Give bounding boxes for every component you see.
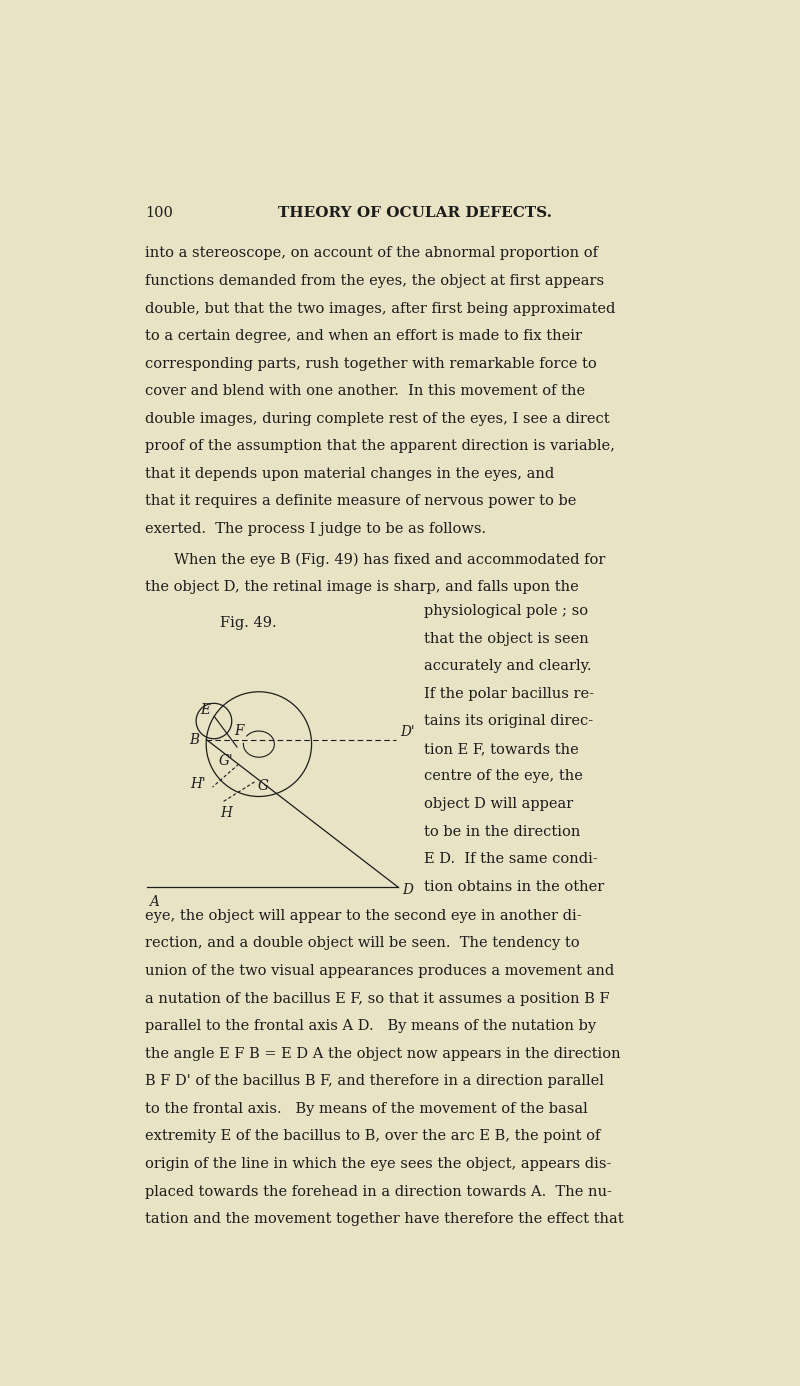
Text: double images, during complete rest of the eyes, I see a direct: double images, during complete rest of t… (145, 412, 610, 426)
Text: F: F (234, 723, 243, 739)
Text: proof of the assumption that the apparent direction is variable,: proof of the assumption that the apparen… (145, 439, 615, 453)
Text: that the object is seen: that the object is seen (424, 632, 589, 646)
Text: H: H (220, 805, 232, 819)
Text: union of the two visual appearances produces a movement and: union of the two visual appearances prod… (145, 965, 614, 979)
Text: tion obtains in the other: tion obtains in the other (424, 880, 604, 894)
Text: H': H' (190, 778, 206, 791)
Text: physiological pole ; so: physiological pole ; so (424, 604, 588, 618)
Text: D': D' (400, 725, 414, 739)
Text: A: A (149, 895, 158, 909)
Text: into a stereoscope, on account of the abnormal proportion of: into a stereoscope, on account of the ab… (145, 247, 598, 261)
Text: tains its original direc-: tains its original direc- (424, 714, 593, 728)
Text: When the eye B (Fig. 49) has fixed and accommodated for: When the eye B (Fig. 49) has fixed and a… (174, 553, 606, 567)
Text: to the frontal axis.   By means of the movement of the basal: to the frontal axis. By means of the mov… (145, 1102, 588, 1116)
Text: origin of the line in which the eye sees the object, appears dis-: origin of the line in which the eye sees… (145, 1157, 611, 1171)
Text: rection, and a double object will be seen.  The tendency to: rection, and a double object will be see… (145, 937, 579, 951)
Text: B F D' of the bacillus B F, and therefore in a direction parallel: B F D' of the bacillus B F, and therefor… (145, 1074, 604, 1088)
Text: 100: 100 (145, 207, 173, 220)
Text: placed towards the forehead in a direction towards A.  The nu-: placed towards the forehead in a directi… (145, 1185, 612, 1199)
Text: centre of the eye, the: centre of the eye, the (424, 769, 583, 783)
Text: to be in the direction: to be in the direction (424, 825, 580, 839)
Text: exerted.  The process I judge to be as follows.: exerted. The process I judge to be as fo… (145, 523, 486, 536)
Text: Fig. 49.: Fig. 49. (220, 615, 277, 629)
Text: B: B (190, 733, 199, 747)
Text: tion E F, towards the: tion E F, towards the (424, 742, 578, 755)
Text: E D.  If the same condi-: E D. If the same condi- (424, 852, 598, 866)
Text: tation and the movement together have therefore the effect that: tation and the movement together have th… (145, 1213, 623, 1227)
Text: G: G (258, 779, 269, 793)
Text: to a certain degree, and when an effort is made to fix their: to a certain degree, and when an effort … (145, 328, 582, 344)
Text: If the polar bacillus re-: If the polar bacillus re- (424, 686, 594, 701)
Text: THEORY OF OCULAR DEFECTS.: THEORY OF OCULAR DEFECTS. (278, 207, 552, 220)
Text: D: D (402, 883, 413, 897)
Text: object D will appear: object D will appear (424, 797, 573, 811)
Text: functions demanded from the eyes, the object at first appears: functions demanded from the eyes, the ob… (145, 274, 604, 288)
Text: that it requires a definite measure of nervous power to be: that it requires a definite measure of n… (145, 495, 576, 509)
Text: cover and blend with one another.  In this movement of the: cover and blend with one another. In thi… (145, 384, 585, 398)
Text: eye, the object will appear to the second eye in another di-: eye, the object will appear to the secon… (145, 909, 582, 923)
Text: corresponding parts, rush together with remarkable force to: corresponding parts, rush together with … (145, 356, 597, 370)
Text: accurately and clearly.: accurately and clearly. (424, 660, 591, 674)
Text: E: E (200, 703, 210, 717)
Text: G': G' (218, 754, 234, 768)
Text: double, but that the two images, after first being approximated: double, but that the two images, after f… (145, 302, 615, 316)
Text: the object D, the retinal image is sharp, and falls upon the: the object D, the retinal image is sharp… (145, 581, 578, 595)
Text: the angle E F B = E D A the object now appears in the direction: the angle E F B = E D A the object now a… (145, 1046, 621, 1060)
Text: extremity E of the bacillus to B, over the arc E B, the point of: extremity E of the bacillus to B, over t… (145, 1130, 600, 1143)
Text: a nutation of the bacillus E F, so that it assumes a position B F: a nutation of the bacillus E F, so that … (145, 991, 610, 1006)
Text: parallel to the frontal axis A D.   By means of the nutation by: parallel to the frontal axis A D. By mea… (145, 1019, 596, 1033)
Text: that it depends upon material changes in the eyes, and: that it depends upon material changes in… (145, 467, 554, 481)
